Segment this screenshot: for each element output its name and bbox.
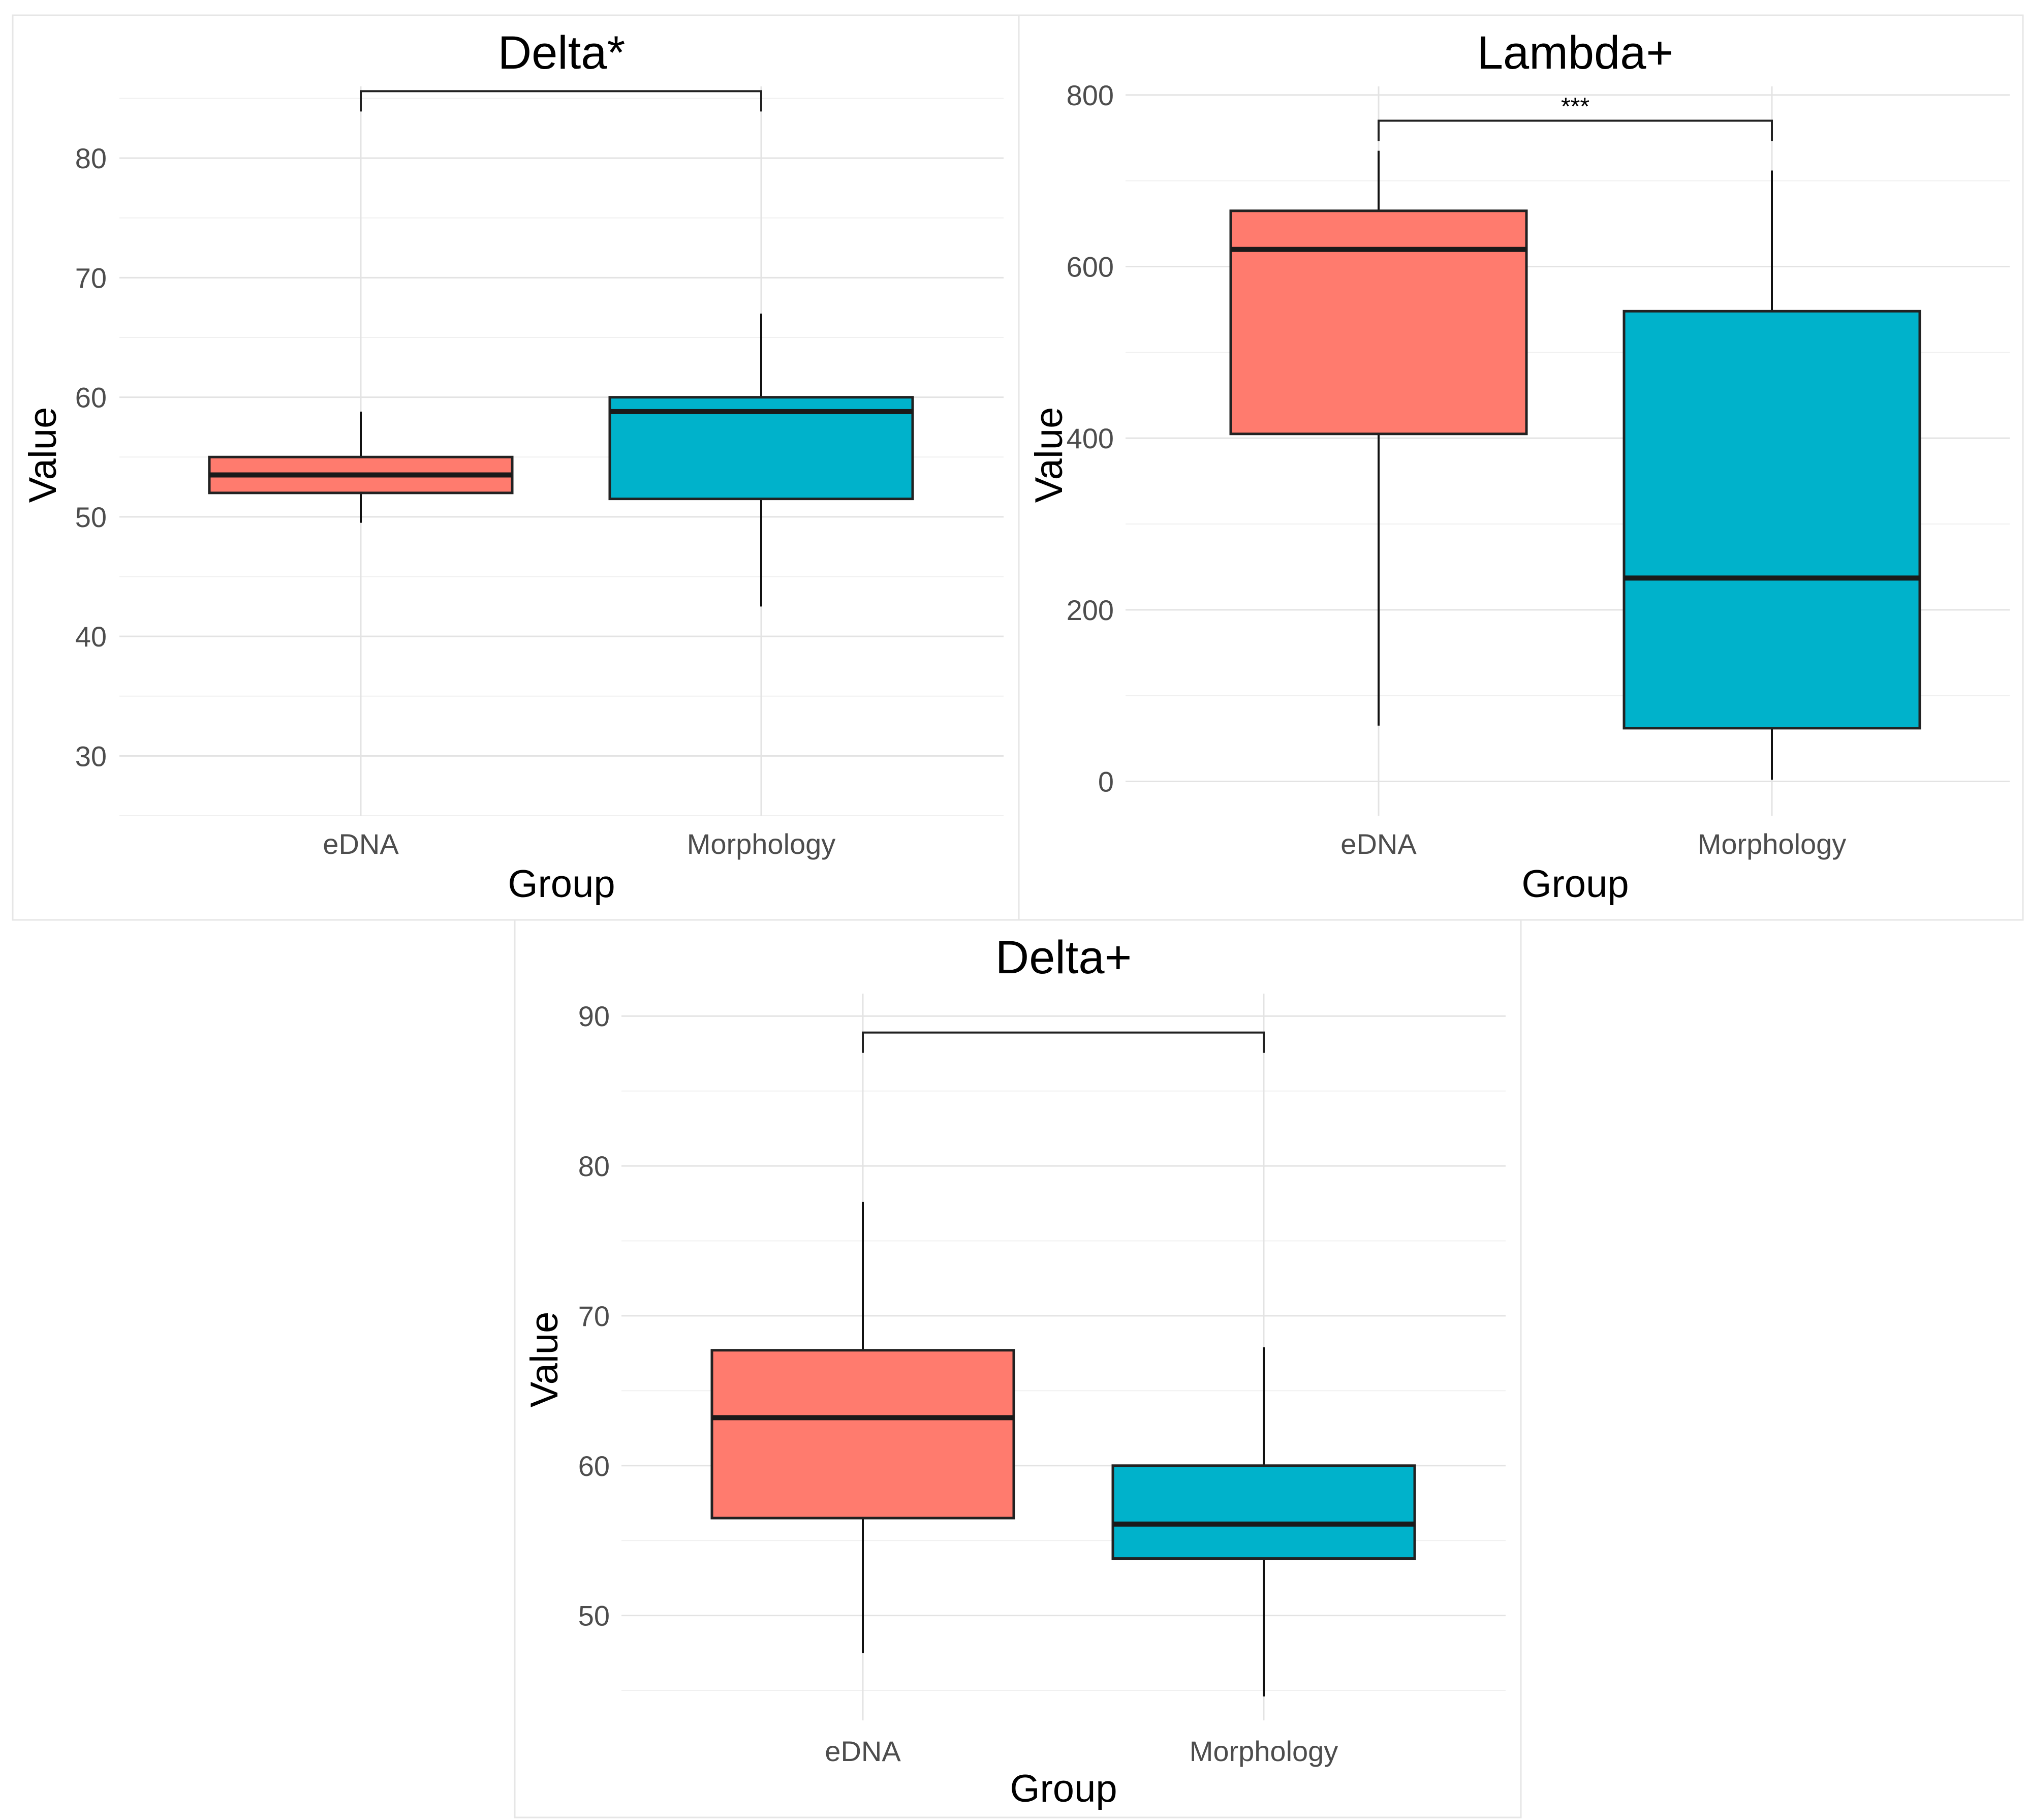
x-category-label: Morphology	[1698, 828, 1847, 860]
y-axis-title: Value	[523, 1312, 566, 1408]
x-axis-title: Group	[1010, 1767, 1117, 1810]
y-tick-label: 30	[75, 740, 107, 772]
box-morphology	[1111, 1464, 1416, 1560]
x-category-label: eDNA	[323, 828, 399, 860]
box-edna	[710, 1349, 1015, 1520]
y-tick-label: 400	[1067, 422, 1114, 454]
box-morphology	[1623, 310, 1921, 730]
y-tick-label: 200	[1067, 594, 1114, 626]
box-edna	[1229, 209, 1528, 436]
box-marks	[710, 1031, 1416, 1696]
y-tick-label: 80	[578, 1150, 610, 1182]
y-tick-label: 60	[578, 1450, 610, 1482]
significance-bracket	[862, 1031, 1265, 1053]
chart-title: Delta*	[498, 27, 626, 79]
panel-delta-plus: 50 60 70 80 90 eDNA Morphology Delta+ Value Gr…	[514, 919, 1522, 1818]
y-tick-label: 90	[578, 1000, 610, 1032]
x-axis-title: Group	[1521, 862, 1629, 906]
box-marks	[208, 90, 914, 607]
y-tick-label: 70	[578, 1300, 610, 1332]
y-tick-label: 80	[75, 142, 107, 174]
y-tick-label: 50	[578, 1600, 610, 1632]
x-category-label: Morphology	[687, 828, 836, 860]
significance-label: ***	[1561, 94, 1589, 120]
chart-title: Delta+	[995, 932, 1132, 983]
panel-frame	[514, 919, 1522, 1818]
significance-bracket	[1378, 119, 1773, 141]
y-axis-title: Value	[21, 407, 65, 503]
y-tick-label: 40	[75, 621, 107, 653]
x-category-label: eDNA	[825, 1735, 901, 1767]
grid: 30 40 50 60 70 80 eDNA Morphology	[75, 86, 1004, 860]
y-tick-label: 70	[75, 262, 107, 294]
y-tick-label: 600	[1067, 251, 1114, 283]
y-axis-title: Value	[1027, 407, 1071, 503]
y-tick-label: 0	[1098, 765, 1114, 797]
x-category-label: Morphology	[1190, 1735, 1338, 1767]
y-tick-label: 60	[75, 382, 107, 414]
significance-bracket	[360, 90, 762, 112]
box-morphology	[608, 396, 914, 501]
y-tick-label: 800	[1067, 79, 1114, 111]
y-tick-label: 50	[75, 501, 107, 533]
box-marks: ***	[1229, 94, 1921, 780]
chart-title: Lambda+	[1477, 27, 1673, 79]
x-axis-title: Group	[508, 862, 615, 906]
x-category-label: eDNA	[1340, 828, 1417, 860]
